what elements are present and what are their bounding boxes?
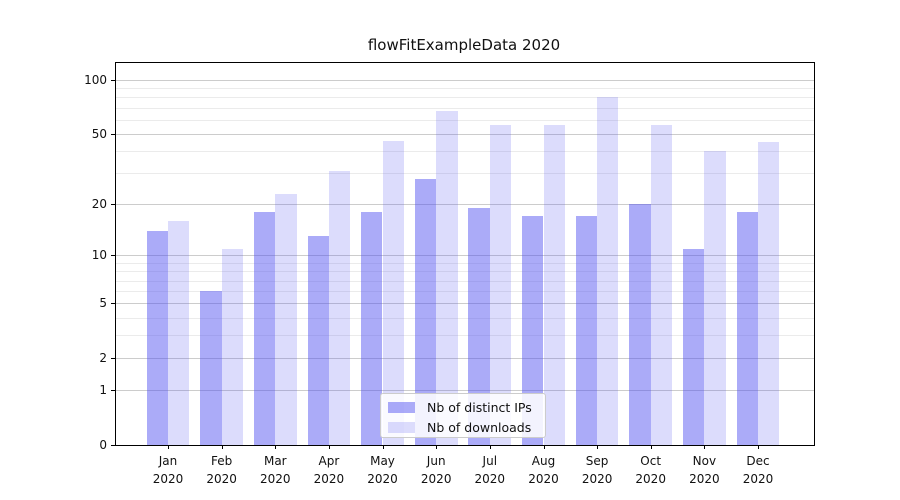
minor-gridline <box>116 262 814 264</box>
bar-downloads-nov <box>704 151 726 445</box>
x-tick-mark <box>704 445 706 449</box>
major-gridline <box>116 134 814 135</box>
minor-gridline <box>116 151 814 153</box>
y-tick-mark <box>111 204 116 206</box>
y-tick-label: 2 <box>99 351 107 366</box>
bar-ips-jun <box>414 178 437 445</box>
legend: Nb of distinct IPs Nb of downloads <box>380 393 546 438</box>
x-tick-label-nov: Nov 2020 <box>689 454 720 486</box>
minor-gridline <box>116 88 814 90</box>
minor-gridline <box>116 280 814 282</box>
bar-downloads-oct <box>650 125 673 445</box>
y-tick-label: 20 <box>91 197 107 212</box>
bar-ips-aug <box>522 216 544 445</box>
major-gridline <box>116 358 814 360</box>
legend-label-downloads: Nb of downloads <box>427 419 532 435</box>
x-tick-mark <box>489 445 491 449</box>
x-tick-mark <box>650 445 652 449</box>
x-tick-label-sep: Sep 2020 <box>581 454 613 486</box>
x-tick-mark <box>382 445 384 449</box>
x-tick-label-may: May 2020 <box>367 454 398 486</box>
x-tick-label-feb: Feb 2020 <box>206 454 237 486</box>
y-tick-label: 5 <box>99 296 107 311</box>
bar-ips-oct <box>629 204 651 445</box>
major-gridline <box>116 204 814 206</box>
x-tick-label-apr: Apr 2020 <box>313 454 345 486</box>
bar-ips-jul <box>468 208 490 445</box>
bar-downloads-jun <box>436 111 458 445</box>
x-tick-mark <box>543 445 545 449</box>
x-tick-mark <box>328 445 330 449</box>
bar-downloads-apr <box>328 170 351 445</box>
minor-gridline <box>116 317 814 319</box>
bar-ips-sep <box>575 216 598 445</box>
x-tick-mark <box>597 445 599 449</box>
y-tick-mark <box>111 358 116 360</box>
bar-ips-may <box>361 212 383 445</box>
y-tick-label: 50 <box>91 127 107 141</box>
plot-area: Nb of distinct IPs Nb of downloads 0 1 2 5 1… <box>84 62 815 486</box>
legend-swatch-downloads <box>388 421 415 433</box>
x-tick-label-dec: Dec 2020 <box>742 454 774 486</box>
minor-gridline <box>116 271 814 273</box>
major-gridline <box>116 255 814 257</box>
minor-gridline <box>116 97 814 99</box>
x-tick-mark <box>436 445 438 449</box>
bar-downloads-dec <box>758 142 780 445</box>
chart-title: flowFitExampleData 2020 <box>367 36 561 54</box>
x-tick-mark <box>221 445 223 449</box>
bar-ips-nov <box>683 248 705 445</box>
bar-downloads-sep <box>597 97 619 445</box>
minor-gridline <box>116 173 814 175</box>
x-tick-label-jul: Jul 2020 <box>474 454 506 486</box>
x-tick-label-oct: Oct 2020 <box>635 454 666 486</box>
y-tick-label: 0 <box>99 438 107 452</box>
bar-ips-jan <box>146 230 168 445</box>
major-gridline <box>116 390 814 392</box>
major-gridline <box>116 80 814 81</box>
y-tick-label: 1 <box>99 383 107 398</box>
bar-downloads-jul <box>489 125 512 445</box>
bar-downloads-aug <box>543 125 565 445</box>
y-tick-mark <box>111 303 116 305</box>
x-tick-mark <box>275 445 277 449</box>
legend-label-distinct-ips: Nb of distinct IPs <box>427 399 532 415</box>
bar-ips-dec <box>736 212 758 445</box>
legend-swatch-distinct-ips <box>388 401 415 413</box>
bar-ips-feb <box>200 291 222 445</box>
minor-gridline <box>116 107 814 109</box>
y-tick-mark <box>111 134 116 135</box>
y-tick-label: 100 <box>84 73 107 87</box>
bar-downloads-may <box>382 140 404 445</box>
y-tick-mark <box>111 390 116 392</box>
x-tick-mark <box>758 445 759 449</box>
minor-gridline <box>116 291 814 293</box>
legend-item-distinct-ips: Nb of distinct IPs <box>381 397 545 417</box>
y-tick-mark <box>111 80 116 81</box>
x-tick-label-jan: Jan 2020 <box>152 454 184 486</box>
x-tick-label-aug: Aug 2020 <box>528 454 559 486</box>
bar-downloads-feb <box>221 248 243 445</box>
y-tick-mark <box>111 255 116 257</box>
x-tick-label-jun: Jun 2020 <box>420 454 452 486</box>
y-tick-label: 10 <box>91 248 107 263</box>
y-tick-mark <box>111 445 116 446</box>
minor-gridline <box>116 119 814 121</box>
bar-ips-apr <box>307 236 329 445</box>
minor-gridline <box>116 335 814 337</box>
x-tick-mark <box>168 445 169 449</box>
bar-downloads-jan <box>168 220 190 445</box>
bar-ips-mar <box>253 212 276 445</box>
x-tick-label-mar: Mar 2020 <box>260 454 291 486</box>
legend-item-downloads: Nb of downloads <box>381 417 545 437</box>
bar-downloads-mar <box>275 193 297 445</box>
major-gridline <box>116 303 814 305</box>
